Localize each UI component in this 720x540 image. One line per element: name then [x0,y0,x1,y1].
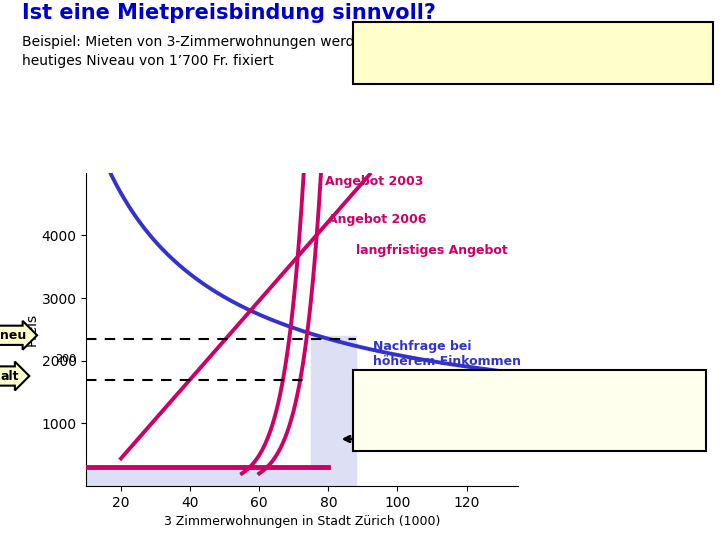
Text: Angebot 2006: Angebot 2006 [328,213,427,226]
Text: Nachfrage bei
höherem Einkommen: Nachfrage bei höherem Einkommen [373,340,521,368]
Text: Ist eine Mietpreisbindung sinnvoll?: Ist eine Mietpreisbindung sinnvoll? [22,3,436,23]
Text: Neue Wohnungen können zu
höherem Preis vermietet werden.: Neue Wohnungen können zu höherem Preis v… [371,378,607,406]
Text: Angebot 2003: Angebot 2003 [325,176,423,188]
Bar [311,336,356,486]
Text: heutiges Niveau von 1’700 Fr. fixiert: heutiges Niveau von 1’700 Fr. fixiert [22,54,274,68]
Text: Beispiel: Mieten von 3-Zimmerwohnungen werden auf: Beispiel: Mieten von 3-Zimmerwohnungen w… [22,35,398,49]
Bar [86,467,328,486]
Y-axis label: Preis: Preis [24,313,39,346]
Text: Wenn Mietpreisbindung nur
für alte Wohnungen gilt.: Wenn Mietpreisbindung nur für alte Wohnu… [371,53,566,81]
Text: neu: neu [0,329,27,342]
X-axis label: 3 Zimmerwohnungen in Stadt Zürich (1000): 3 Zimmerwohnungen in Stadt Zürich (1000) [164,515,441,528]
Text: langfristiges Angebot: langfristiges Angebot [356,244,508,257]
Text: alt: alt [0,369,19,382]
Text: 200: 200 [55,354,76,364]
